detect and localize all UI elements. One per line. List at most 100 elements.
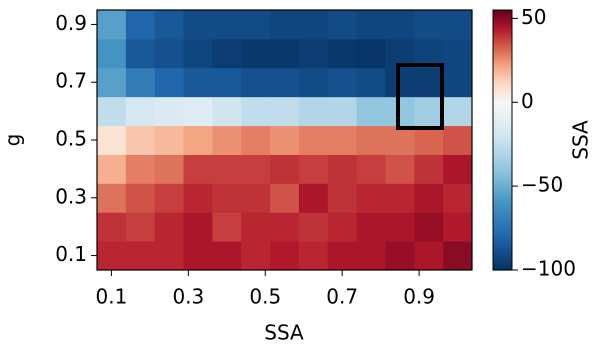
colorbar-strip [493, 172, 512, 175]
colorbar-strip [493, 144, 512, 147]
colorbar-strip [493, 106, 512, 109]
colorbar-strip [493, 232, 512, 235]
heatmap-cell [385, 125, 415, 155]
colorbar-strip [493, 250, 512, 253]
colorbar-strip [493, 92, 512, 95]
annotation-box [396, 63, 444, 130]
colorbar-strip [493, 140, 512, 143]
colorbar-strip [493, 246, 512, 249]
colorbar-frame [492, 9, 513, 271]
colorbar-strip [493, 192, 512, 195]
colorbar-strip [493, 102, 512, 105]
heatmap-cell [327, 67, 358, 98]
heatmap-cell [97, 10, 127, 40]
colorbar-strip [493, 180, 512, 183]
colorbar-strip [493, 146, 512, 149]
colorbar-strip [493, 160, 512, 163]
heatmap-cell [125, 38, 156, 69]
colorbar-strip [493, 40, 512, 43]
heatmap-cell [414, 183, 444, 213]
colorbar-strip [493, 42, 512, 45]
colorbar-strip [493, 254, 512, 257]
heatmap-cell [97, 154, 127, 184]
heatmap-cell [443, 10, 473, 40]
heatmap-cell [385, 67, 415, 98]
heatmap-cell [443, 212, 473, 242]
colorbar-strip [493, 80, 512, 83]
y-axis-label: g [1, 134, 25, 147]
heatmap-cell [125, 241, 156, 271]
heatmap-cell [154, 212, 185, 242]
colorbar-strip [493, 64, 512, 67]
heatmap-cell [154, 96, 185, 127]
heatmap-cell [212, 38, 242, 69]
colorbar-strip [493, 116, 512, 119]
colorbar-strip [493, 154, 512, 157]
heatmap-cell [385, 154, 415, 184]
colorbar-strip [493, 226, 512, 229]
heatmap-cell [241, 212, 271, 242]
colorbar-strip [493, 52, 512, 55]
heatmap-cell [154, 154, 185, 184]
colorbar-strip [493, 194, 512, 197]
y-tick-label: 0.9 [55, 11, 87, 35]
colorbar-strip [493, 84, 512, 87]
y-tick-label: 0.1 [55, 242, 87, 266]
x-tick-label: 0.3 [172, 285, 204, 309]
heatmap-cell [125, 212, 156, 242]
colorbar-strip [493, 184, 512, 187]
colorbar-strip [493, 74, 512, 77]
y-tick-label: 0.7 [55, 69, 87, 93]
colorbar-strip [493, 208, 512, 211]
heatmap-cell [270, 96, 300, 127]
colorbar-strip [493, 110, 512, 113]
heatmap-cell [270, 67, 300, 98]
heatmap-cell [154, 67, 185, 98]
colorbar-strip [493, 142, 512, 145]
heatmap-cell [125, 10, 156, 40]
heatmap-cell [414, 212, 444, 242]
colorbar-strip [493, 94, 512, 97]
x-tick-label: 0.9 [403, 285, 435, 309]
heatmap-cell [385, 183, 415, 213]
colorbar-strip [493, 44, 512, 47]
colorbar-strip [493, 60, 512, 63]
heatmap-cell [97, 125, 127, 155]
colorbar-strip [493, 68, 512, 71]
heatmap-cell [125, 125, 156, 155]
colorbar-strip [493, 212, 512, 215]
heatmap-cell [443, 183, 473, 213]
heatmap-cell [125, 154, 156, 184]
heatmap-cell [356, 38, 386, 69]
heatmap-cell [183, 183, 213, 213]
heatmap-cell [443, 241, 473, 271]
heatmap-cell [414, 241, 444, 271]
colorbar-strip [493, 78, 512, 81]
heatmap-cell [97, 241, 127, 271]
heatmap-cell [212, 183, 242, 213]
heatmap-cell [241, 183, 271, 213]
colorbar-strip [493, 176, 512, 179]
heatmap-cell [298, 38, 329, 69]
colorbar-strip [493, 258, 512, 261]
heatmap-cell [241, 241, 271, 271]
heatmap-cell [385, 96, 415, 127]
colorbar-strip [493, 98, 512, 101]
heatmap-cell [270, 183, 300, 213]
colorbar-strip [493, 138, 512, 141]
colorbar-strip [493, 202, 512, 205]
colorbar-strip [493, 20, 512, 23]
heatmap-cell [241, 38, 271, 69]
heatmap-cell [212, 10, 242, 40]
colorbar-strip [493, 90, 512, 93]
colorbar-strip [493, 38, 512, 41]
heatmap-cell [154, 183, 185, 213]
x-tick-label: 0.1 [96, 285, 128, 309]
colorbar-strip [493, 252, 512, 255]
colorbar-tick-label: −100 [521, 257, 576, 281]
colorbar-strip [493, 220, 512, 223]
colorbar-strip [493, 178, 512, 181]
colorbar-strip [493, 218, 512, 221]
heatmap-cell [298, 96, 329, 127]
colorbar-tick-label: 0 [521, 89, 534, 113]
